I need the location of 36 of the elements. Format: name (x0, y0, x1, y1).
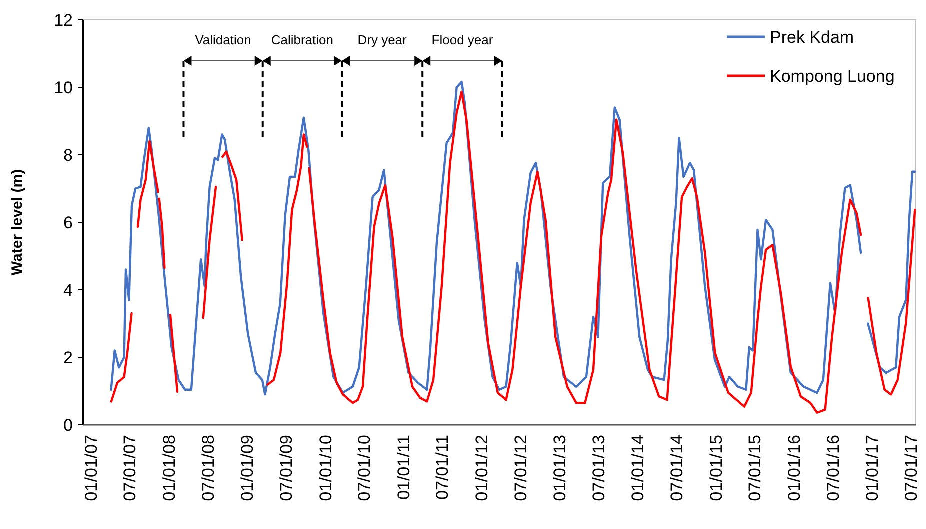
x-tick-label: 07/01/09 (276, 435, 296, 502)
annotation: Calibration (271, 32, 334, 48)
x-tick-label: 07/01/15 (745, 435, 764, 502)
y-tick-label: 10 (54, 78, 73, 98)
x-tick-label: 07/01/17 (902, 435, 921, 502)
y-tick-label: 6 (64, 213, 73, 232)
x-tick-label: 01/01/10 (316, 435, 336, 502)
x-tick-label: 01/01/15 (706, 435, 726, 502)
annotation: Validation (195, 32, 252, 48)
legend-label: Prek Kdam (770, 28, 854, 47)
x-tick-label: 01/01/17 (863, 435, 882, 502)
x-tick-label: 07/01/07 (120, 435, 140, 502)
annotation: Flood year (432, 32, 494, 48)
x-tick-label: 01/01/14 (628, 435, 648, 502)
annotation: Dry year (358, 32, 408, 48)
x-tick-label: 07/01/08 (198, 435, 218, 502)
y-tick-label: 4 (64, 280, 73, 300)
x-tick-label: 01/01/16 (784, 435, 804, 502)
x-tick-label: 07/01/10 (354, 435, 374, 502)
x-tick-label: 07/01/12 (511, 435, 530, 502)
x-tick-label: 07/01/11 (433, 435, 452, 500)
y-axis-title: Water level (m) (9, 169, 26, 276)
x-tick-label: 07/01/16 (824, 435, 843, 502)
x-tick-label: 01/01/11 (394, 435, 414, 500)
x-tick-label: 01/01/08 (160, 435, 179, 502)
x-tick-label: 07/01/13 (589, 435, 608, 502)
y-tick-label: 0 (64, 416, 73, 435)
y-tick-label: 2 (64, 348, 73, 368)
legend-label: Kompong Luong (770, 66, 895, 86)
x-tick-label: 01/01/07 (82, 435, 101, 502)
x-tick-label: 01/01/12 (472, 435, 492, 502)
x-tick-label: 01/01/09 (238, 435, 258, 502)
y-tick-label: 12 (54, 10, 73, 30)
x-tick-label: 01/01/13 (550, 435, 570, 502)
y-tick-label: 8 (64, 146, 73, 165)
x-tick-label: 07/01/14 (667, 435, 686, 502)
